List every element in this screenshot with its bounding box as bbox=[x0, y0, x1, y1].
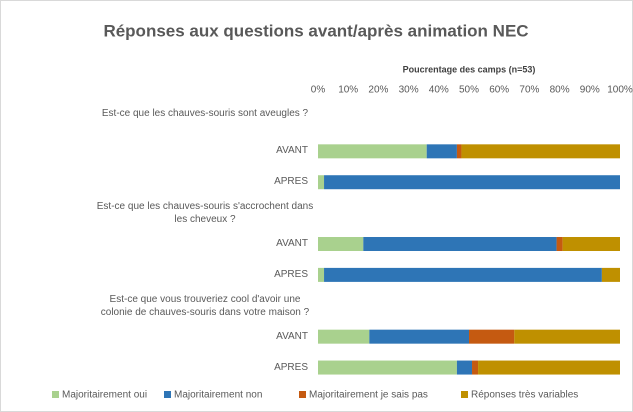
x-tick-label: 70% bbox=[519, 85, 539, 96]
bar-segment bbox=[456, 360, 473, 375]
bar-segment bbox=[318, 329, 370, 344]
legend-swatch bbox=[164, 391, 171, 398]
legend-label: Majoritairement non bbox=[174, 390, 262, 401]
bar-segment bbox=[472, 360, 479, 375]
x-tick-label: 80% bbox=[550, 85, 570, 96]
x-tick-label: 100% bbox=[607, 85, 633, 96]
legend-label: Majoritairement oui bbox=[62, 390, 147, 401]
bar-segment bbox=[318, 267, 325, 282]
question-label: Est-ce que vous trouveriez cool d'avoir … bbox=[100, 293, 310, 318]
x-tick-label: 30% bbox=[399, 85, 419, 96]
category-label: APRES bbox=[274, 361, 308, 373]
bar-segment bbox=[461, 144, 620, 159]
bar-segment bbox=[318, 237, 364, 251]
category-label: APRES bbox=[274, 176, 308, 188]
bar-segment bbox=[514, 329, 620, 344]
category-label: AVANT bbox=[276, 330, 308, 342]
bar-segment bbox=[324, 267, 602, 282]
bar-segment bbox=[369, 329, 469, 344]
x-tick-label: 10% bbox=[338, 85, 358, 96]
category-label: AVANT bbox=[276, 145, 308, 157]
bar-segment bbox=[318, 144, 427, 159]
x-tick-label: 0% bbox=[311, 85, 326, 96]
chart-title: Réponses aux questions avant/après anima… bbox=[103, 21, 528, 40]
x-axis-title: Poucrentage des camps (n=53) bbox=[403, 64, 536, 74]
x-tick-label: 40% bbox=[429, 85, 449, 96]
bar-segment bbox=[324, 175, 620, 190]
category-label: APRES bbox=[274, 268, 308, 280]
bar-segment bbox=[478, 360, 620, 375]
x-tick-label: 50% bbox=[459, 85, 479, 96]
bar-segment bbox=[456, 144, 462, 159]
legend-swatch bbox=[52, 391, 59, 398]
legend-swatch bbox=[461, 391, 468, 398]
bar-segment bbox=[556, 237, 563, 251]
bar-segment bbox=[363, 237, 557, 251]
legend-label: Majoritairement je sais pas bbox=[309, 390, 428, 401]
bar-segment bbox=[426, 144, 457, 159]
bar-segment bbox=[318, 360, 457, 375]
x-tick-label: 20% bbox=[368, 85, 388, 96]
category-label: AVANT bbox=[276, 238, 308, 249]
question-label: Est-ce que les chauves-souris s'accroche… bbox=[96, 201, 314, 226]
legend-label: Réponses très variables bbox=[471, 390, 578, 401]
legend-swatch bbox=[299, 391, 306, 398]
x-tick-label: 60% bbox=[489, 85, 509, 96]
bar-segment bbox=[469, 329, 515, 344]
bar-segment bbox=[601, 267, 620, 282]
bar-segment bbox=[562, 237, 620, 251]
x-tick-label: 90% bbox=[580, 85, 600, 96]
question-label: Est-ce que les chauves-souris sont aveug… bbox=[101, 108, 309, 120]
bar-segment bbox=[318, 175, 325, 190]
